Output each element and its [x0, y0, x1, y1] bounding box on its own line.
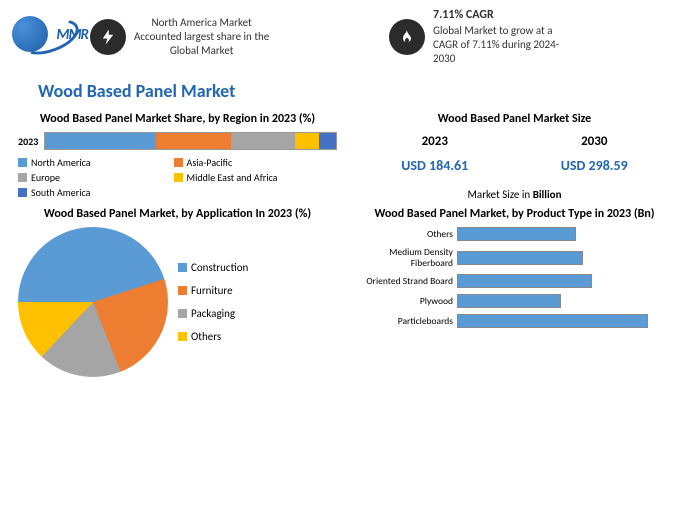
- hbar-row: Oriented Strand Board: [355, 274, 674, 288]
- legend-item: Middle East and Africa: [174, 171, 318, 184]
- legend-label: Furniture: [191, 284, 233, 297]
- legend-item: Construction: [178, 261, 248, 274]
- hbar-row: Medium Density Fiberboard: [355, 247, 674, 268]
- logo-text: MMR: [56, 26, 88, 44]
- swatch-icon: [18, 158, 27, 167]
- region-chart: Wood Based Panel Market Share, by Region…: [18, 112, 337, 201]
- segment-north-america: [45, 133, 155, 149]
- fact1-line3: Global Market: [134, 44, 269, 58]
- size-chart: Wood Based Panel Market Size 2023 USD 18…: [355, 112, 674, 201]
- mmr-logo: MMR: [12, 16, 82, 58]
- fact1-line1: North America Market: [134, 16, 269, 30]
- bolt-icon: [90, 19, 126, 55]
- hbar-label: Others: [355, 229, 453, 239]
- legend-item: North America: [18, 156, 162, 169]
- hbar-label: Particleboards: [355, 316, 453, 326]
- fact2-text: 7.11% CAGR Global Market to grow at a CA…: [433, 8, 559, 66]
- hbar-track: [457, 294, 674, 308]
- swatch-icon: [18, 173, 27, 182]
- hbar-label: Oriented Strand Board: [355, 276, 453, 286]
- chart-grid: Wood Based Panel Market Share, by Region…: [0, 112, 692, 377]
- legend-item: Furniture: [178, 284, 248, 297]
- size-note-bold: Billion: [533, 188, 562, 201]
- swatch-icon: [18, 188, 27, 197]
- fact2-bold: 7.11% CAGR: [433, 8, 559, 24]
- segment-asia-pacific: [156, 133, 232, 149]
- hbar-track: [457, 251, 674, 265]
- region-legend: North America Asia-Pacific Europe Middle Ea…: [18, 156, 337, 199]
- size-val-1: USD 298.59: [561, 157, 628, 174]
- size-note: Market Size in Billion: [355, 188, 674, 201]
- flame-icon: [389, 19, 425, 55]
- size-val-0: USD 184.61: [401, 157, 468, 174]
- legend-label: Middle East and Africa: [187, 171, 278, 184]
- hbar-chart: Others Medium Density Fiberboard Oriented …: [355, 227, 674, 328]
- fact2-line1: Global Market to grow at a: [433, 24, 559, 38]
- swatch-icon: [178, 332, 187, 341]
- hbar-row: Others: [355, 227, 674, 241]
- hbar: [457, 294, 561, 308]
- legend-label: South America: [31, 186, 90, 199]
- hbar: [457, 227, 576, 241]
- swatch-icon: [174, 173, 183, 182]
- fact-cagr: 7.11% CAGR Global Market to grow at a CA…: [389, 8, 680, 66]
- app-title: Wood Based Panel Market, by Application …: [18, 207, 337, 221]
- size-col-2023: 2023 USD 184.61: [401, 134, 468, 174]
- hbar-track: [457, 274, 674, 288]
- region-title: Wood Based Panel Market Share, by Region…: [18, 112, 337, 126]
- header: MMR North America Market Accounted large…: [0, 0, 692, 74]
- segment-south-america: [319, 133, 336, 149]
- size-year-0: 2023: [401, 134, 468, 149]
- pie-wrap: Construction Furniture Packaging Others: [18, 227, 337, 377]
- legend-label: Asia-Pacific: [187, 156, 233, 169]
- legend-item: Packaging: [178, 307, 248, 320]
- fact-north-america: North America Market Accounted largest s…: [90, 16, 381, 59]
- hbar: [457, 314, 648, 328]
- main-title: Wood Based Panel Market: [38, 80, 692, 102]
- size-year-1: 2030: [561, 134, 628, 149]
- hbar: [457, 274, 592, 288]
- size-note-prefix: Market Size in: [468, 188, 533, 201]
- fact1-text: North America Market Accounted largest s…: [134, 16, 269, 59]
- segment-middle-east-and-africa: [295, 133, 318, 149]
- legend-label: Construction: [191, 261, 248, 274]
- size-row: 2023 USD 184.61 2030 USD 298.59: [355, 134, 674, 174]
- hbar-track: [457, 227, 674, 241]
- swatch-icon: [178, 286, 187, 295]
- segment-europe: [231, 133, 295, 149]
- product-title: Wood Based Panel Market, by Product Type…: [355, 207, 674, 221]
- fact2-line3: 2030: [433, 52, 559, 66]
- hbar-row: Plywood: [355, 294, 674, 308]
- legend-item: Europe: [18, 171, 162, 184]
- fact2-line2: CAGR of 7.11% during 2024-: [433, 38, 559, 52]
- legend-label: Packaging: [191, 307, 235, 320]
- stacked-row-label: 2023: [18, 135, 38, 148]
- size-title: Wood Based Panel Market Size: [355, 112, 674, 126]
- legend-item: South America: [18, 186, 162, 199]
- pie-chart: [18, 227, 168, 377]
- legend-label: North America: [31, 156, 91, 169]
- hbar-row: Particleboards: [355, 314, 674, 328]
- product-chart: Wood Based Panel Market, by Product Type…: [355, 207, 674, 377]
- application-chart: Wood Based Panel Market, by Application …: [18, 207, 337, 377]
- fact1-line2: Accounted largest share in the: [134, 30, 269, 44]
- stacked-bar: [44, 132, 337, 150]
- pie-legend: Construction Furniture Packaging Others: [178, 261, 248, 343]
- size-col-2030: 2030 USD 298.59: [561, 134, 628, 174]
- stacked-bar-wrap: 2023: [18, 132, 337, 150]
- hbar-track: [457, 314, 674, 328]
- legend-label: Europe: [31, 171, 60, 184]
- hbar: [457, 251, 583, 265]
- legend-item: Asia-Pacific: [174, 156, 318, 169]
- swatch-icon: [178, 309, 187, 318]
- hbar-label: Medium Density Fiberboard: [355, 247, 453, 268]
- hbar-label: Plywood: [355, 296, 453, 306]
- swatch-icon: [174, 158, 183, 167]
- swatch-icon: [178, 263, 187, 272]
- legend-item: Others: [178, 330, 248, 343]
- legend-label: Others: [191, 330, 221, 343]
